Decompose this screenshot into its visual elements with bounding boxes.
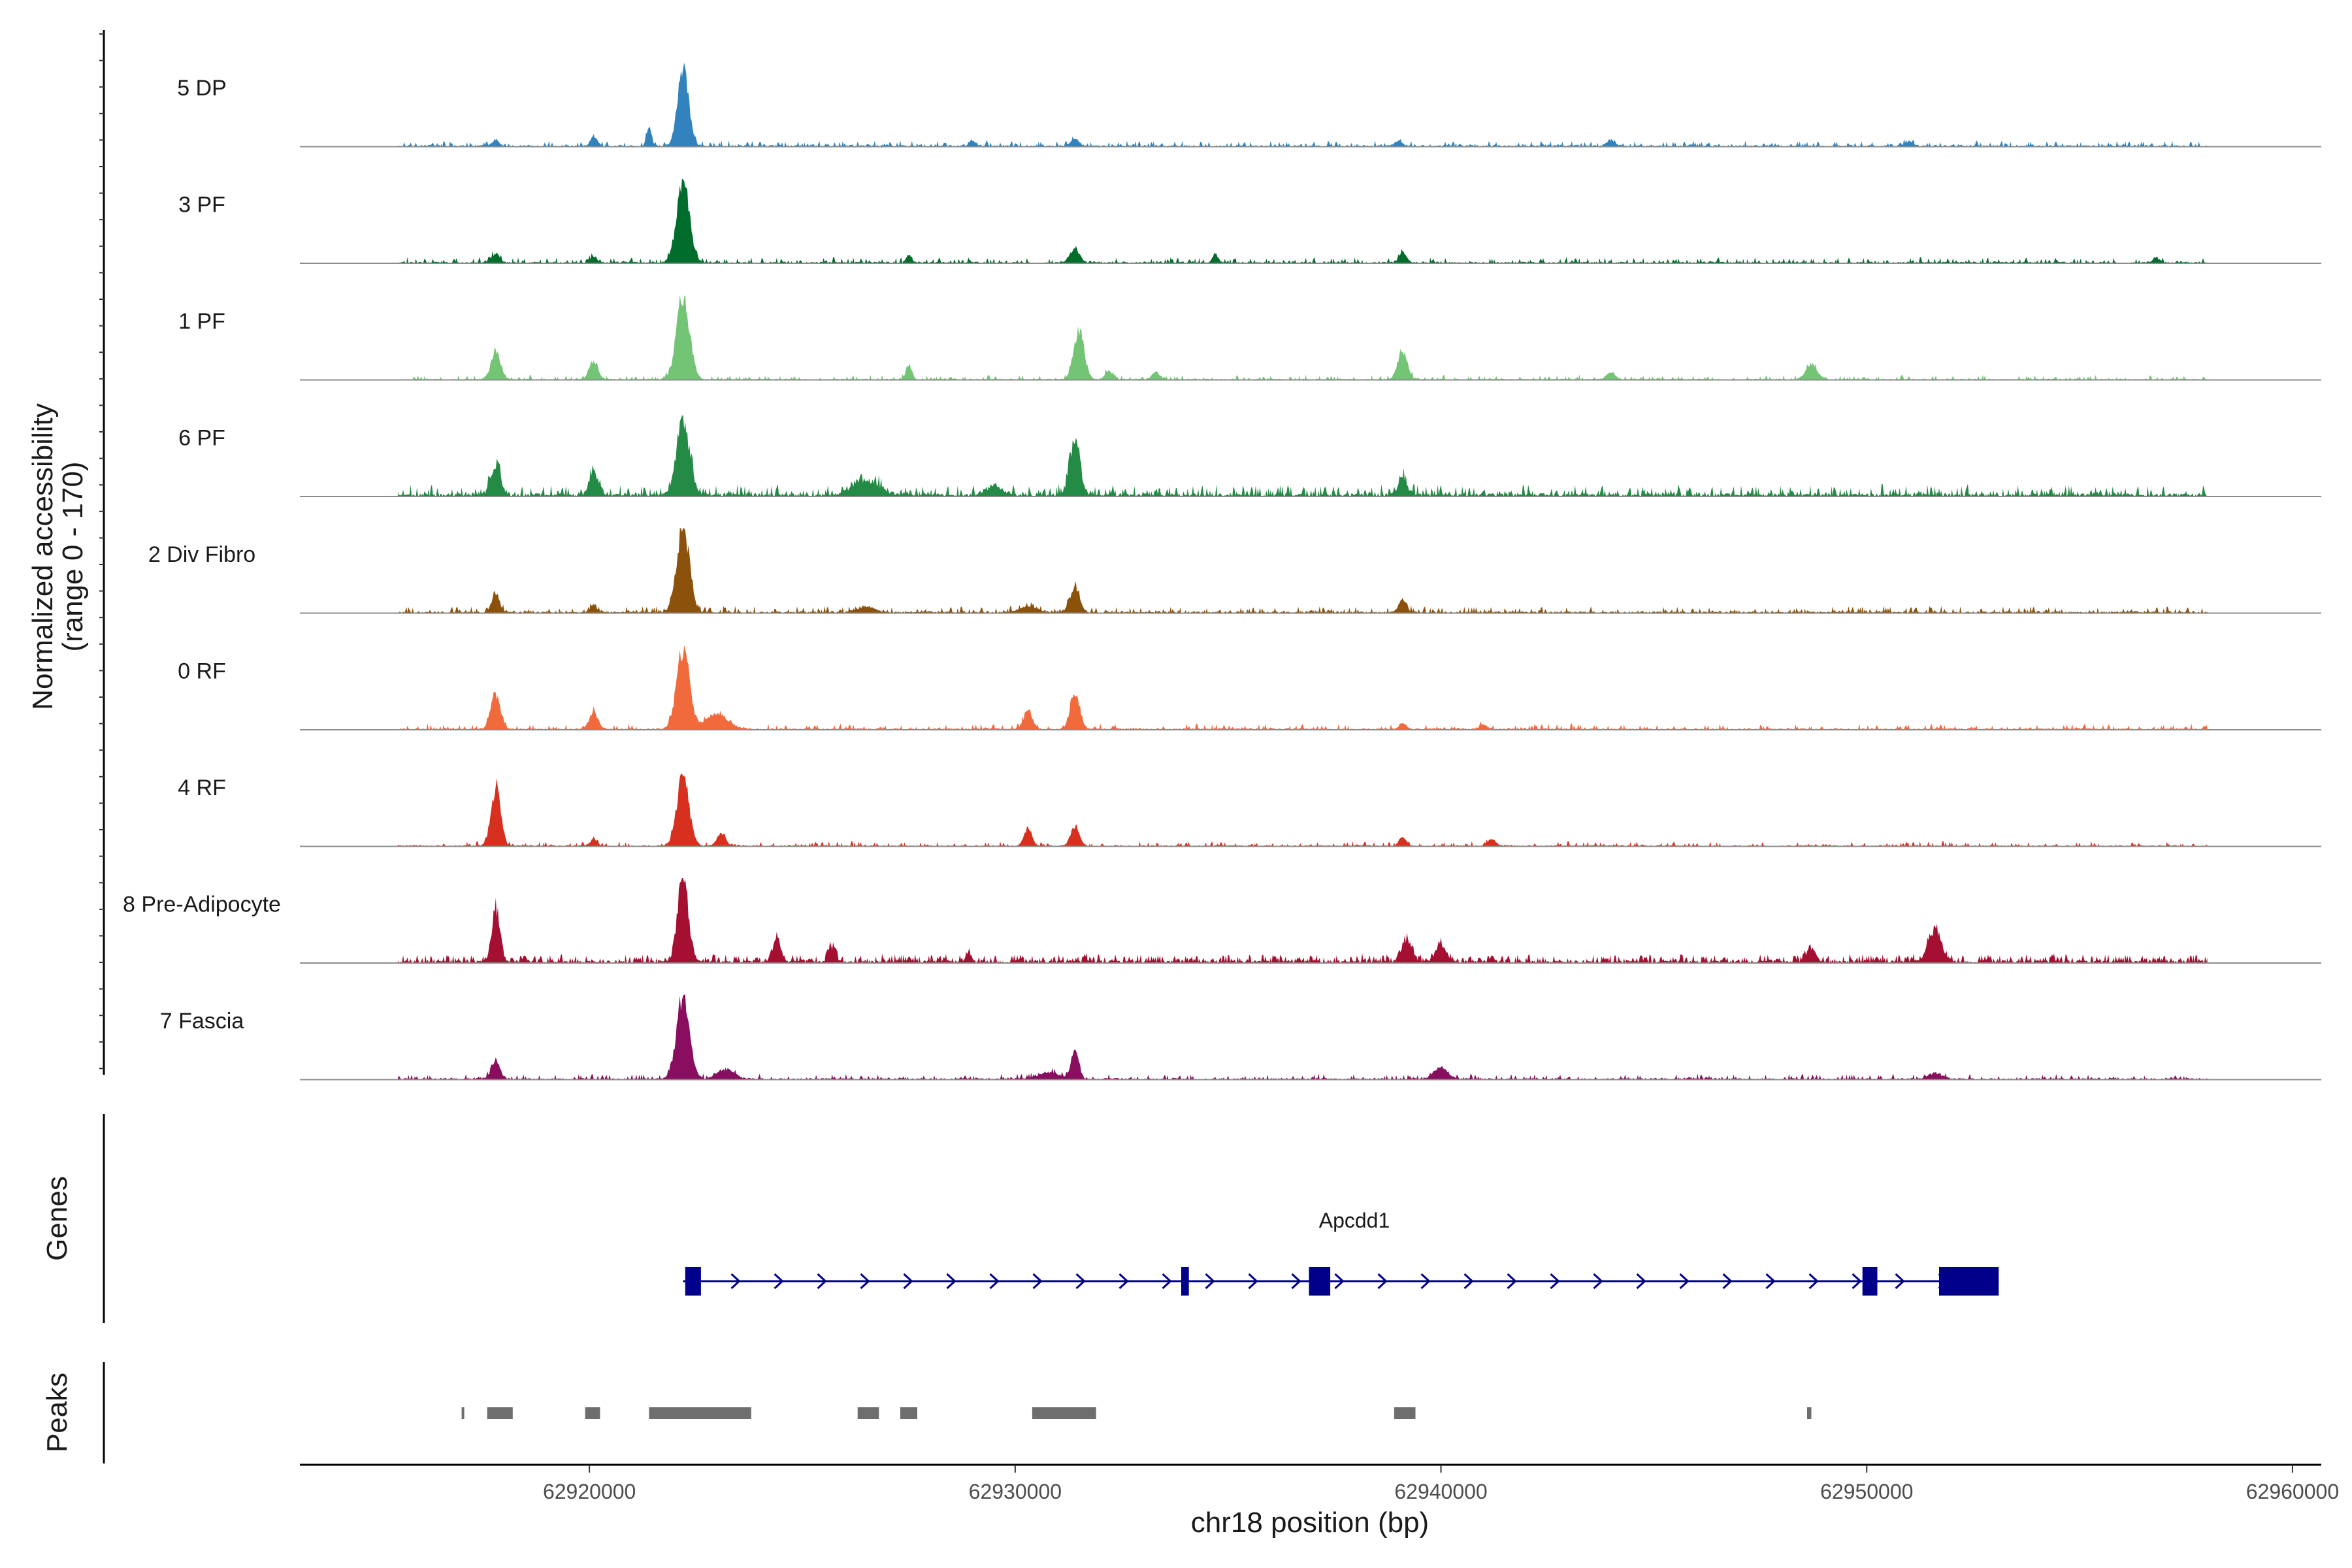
coverage-tracks: 5 DP 3 PF 1 PF 6 PF 2 Div Fibro 0 RF 4 RF 8 Pre… — [123, 62, 2321, 1081]
strand-arrow — [1377, 1273, 1388, 1290]
strand-arrow — [1463, 1273, 1474, 1290]
track-9: 7 Fascia — [160, 994, 2321, 1081]
peak-region — [900, 1407, 917, 1419]
peak-regions — [461, 1407, 1812, 1419]
coverage-area — [397, 62, 2208, 147]
coverage-area — [397, 773, 2208, 847]
x-tick-label: 62920000 — [543, 1480, 636, 1503]
coverage-y-axis-title: Normalized accessibility — [27, 403, 59, 710]
track-7: 4 RF — [178, 773, 2321, 847]
peak-region — [1394, 1407, 1416, 1419]
strand-arrow — [946, 1273, 956, 1290]
x-tick-label: 62960000 — [2246, 1480, 2339, 1503]
gene-annotation: Apcdd1 — [683, 1209, 1999, 1296]
x-axis-ticks: 62920000 62930000 62940000 62950000 62960000 — [543, 1465, 2339, 1503]
track-label: 3 PF — [178, 193, 225, 218]
peak-region — [585, 1407, 600, 1419]
track-label: 8 Pre-Adipocyte — [123, 892, 281, 917]
strand-arrow — [1895, 1273, 1905, 1290]
track-label: 2 Div Fibro — [148, 542, 255, 567]
strand-arrow — [989, 1273, 1000, 1290]
coverage-area — [397, 178, 2208, 263]
strand-arrow — [1075, 1273, 1086, 1290]
track-label: 1 PF — [178, 309, 225, 334]
track-label: 7 Fascia — [160, 1009, 244, 1034]
strand-arrow — [1852, 1273, 1862, 1290]
strand-arrow — [903, 1273, 913, 1290]
gene-exon — [1862, 1267, 1878, 1296]
track-3: 1 PF — [178, 295, 2321, 381]
strand-arrow — [774, 1273, 784, 1290]
gene-exon — [1309, 1267, 1331, 1296]
track-6: 0 RF — [178, 645, 2321, 730]
track-5: 2 Div Fibro — [148, 528, 2321, 614]
strand-arrow — [1205, 1273, 1215, 1290]
coverage-y-axis-ticks — [99, 33, 104, 1070]
gene-name-label: Apcdd1 — [1319, 1209, 1390, 1232]
strand-arrow — [1593, 1273, 1603, 1290]
strand-arrow — [1765, 1273, 1776, 1290]
strand-arrow — [1291, 1273, 1301, 1290]
track-2: 3 PF — [178, 178, 2321, 264]
strand-arrow — [1162, 1273, 1172, 1290]
strand-arrow — [730, 1273, 741, 1290]
strand-arrow — [1679, 1273, 1690, 1290]
coverage-area — [397, 878, 2208, 963]
peak-region — [857, 1407, 879, 1419]
peak-region — [1807, 1407, 1812, 1419]
track-label: 6 PF — [178, 426, 225, 451]
strand-arrow — [1119, 1273, 1129, 1290]
coverage-y-axis-range: (range 0 - 170) — [57, 461, 89, 651]
coverage-area — [397, 295, 2208, 380]
strand-arrow — [817, 1273, 827, 1290]
strand-arrow — [1248, 1273, 1258, 1290]
track-label: 0 RF — [178, 659, 226, 684]
gene-exon — [685, 1267, 701, 1296]
peak-region — [1032, 1407, 1096, 1419]
strand-arrow — [1722, 1273, 1733, 1290]
track-label: 4 RF — [178, 776, 226, 800]
strand-arrow — [1636, 1273, 1646, 1290]
strand-arrow — [1420, 1273, 1431, 1290]
peaks-panel-label: Peaks — [41, 1373, 73, 1452]
coverage-area — [397, 994, 2208, 1080]
track-4: 6 PF — [178, 415, 2321, 497]
coverage-area — [397, 415, 2208, 497]
coverage-area — [397, 528, 2208, 613]
track-label: 5 DP — [177, 76, 227, 101]
strand-arrow — [1550, 1273, 1560, 1290]
strand-arrow — [1334, 1273, 1345, 1290]
x-tick-label: 62940000 — [1394, 1480, 1487, 1503]
x-tick-label: 62950000 — [1820, 1480, 1913, 1503]
peak-region — [649, 1407, 751, 1419]
peak-region — [461, 1407, 465, 1419]
strand-arrow — [860, 1273, 870, 1290]
track-8: 8 Pre-Adipocyte — [123, 878, 2321, 964]
x-axis-title: chr18 position (bp) — [1191, 1507, 1429, 1539]
gene-exon — [1181, 1267, 1189, 1296]
gene-exon — [1939, 1267, 1999, 1296]
track-1: 5 DP — [177, 62, 2321, 148]
strand-arrow — [1808, 1273, 1819, 1290]
strand-arrow — [1032, 1273, 1043, 1290]
genes-panel-label: Genes — [41, 1176, 73, 1261]
coverage-area — [397, 645, 2208, 730]
strand-arrow — [1507, 1273, 1517, 1290]
x-tick-label: 62930000 — [969, 1480, 1062, 1503]
peak-region — [487, 1407, 513, 1419]
